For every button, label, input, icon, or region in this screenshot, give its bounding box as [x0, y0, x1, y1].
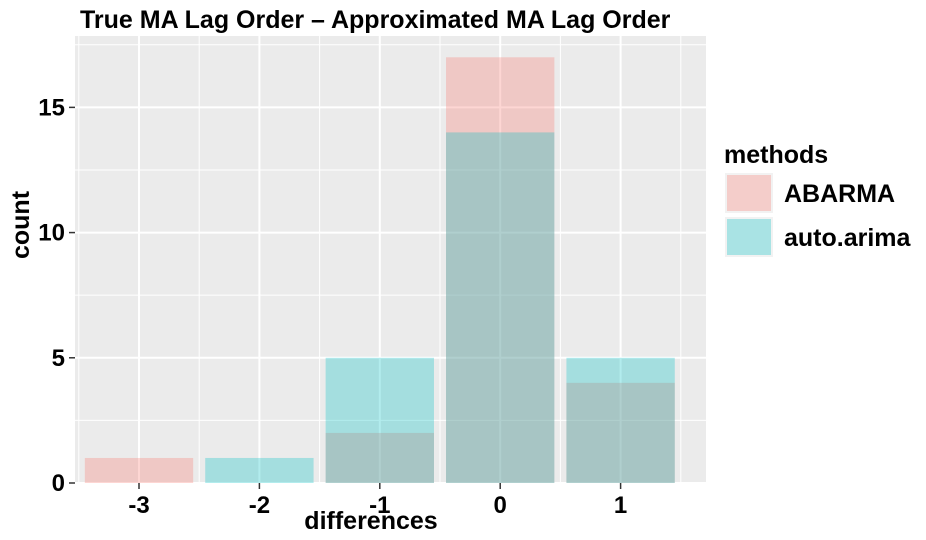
bar-auto-arima-0 [446, 132, 555, 484]
bar-auto-arima--2 [205, 457, 314, 483]
legend-key-auto-arima [727, 219, 771, 255]
legend-key-background [725, 217, 773, 257]
bar-abarma-1 [566, 382, 675, 483]
bar-auto-arima--1 [325, 357, 434, 483]
x-tick-label: -2 [249, 492, 270, 519]
x-axis-title: differences [304, 507, 437, 535]
x-tick-label: -1 [369, 492, 390, 519]
x-axis: -3 -2 -1 0 1 [128, 483, 627, 519]
x-tick-label: 0 [494, 492, 507, 519]
y-tick-label: 0 [52, 470, 65, 497]
y-tick-label: 15 [38, 94, 65, 121]
bars [84, 57, 675, 484]
chart-title: True MA Lag Order – Approximated MA Lag … [80, 6, 671, 34]
legend-title: methods [724, 141, 828, 169]
bar-abarma-0 [446, 57, 555, 484]
grid-lines [75, 36, 706, 484]
legend-label-auto-arima: auto.arima [784, 224, 912, 252]
y-tick-label: 10 [38, 220, 65, 247]
legend-key-abarma [727, 175, 771, 211]
bar-auto-arima-1 [566, 357, 675, 483]
legend-key-background [725, 173, 773, 213]
legend-label-abarma: ABARMA [784, 180, 895, 208]
plot-panel [75, 36, 706, 483]
bar-abarma--3 [84, 457, 194, 483]
y-axis: 0 5 10 15 [38, 94, 75, 497]
y-tick-label: 5 [52, 345, 65, 372]
x-tick-label: -3 [128, 492, 149, 519]
x-tick-label: 1 [614, 492, 627, 519]
legend: methods ABARMA auto.arima [724, 141, 912, 257]
y-axis-title: count [7, 190, 35, 259]
bar-abarma--1 [325, 432, 434, 483]
